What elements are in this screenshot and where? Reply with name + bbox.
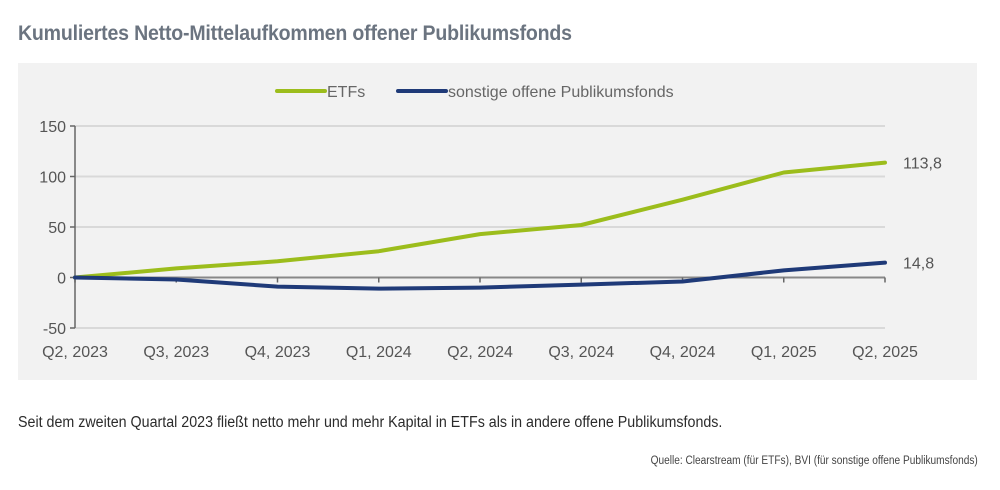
- x-tick-label: Q3, 2023: [143, 344, 209, 361]
- series-lines: [73, 160, 887, 291]
- source-note: Quelle: Clearstream (für ETFs), BVI (für…: [650, 455, 978, 467]
- y-tick-label: -50: [43, 321, 66, 338]
- chart-caption: Seit dem zweiten Quartal 2023 fließt net…: [18, 414, 723, 431]
- x-tick-label: Q3, 2024: [548, 344, 614, 361]
- x-tick-label: Q4, 2023: [245, 344, 311, 361]
- x-tick-label: Q2, 2025: [852, 344, 918, 361]
- x-tick-label: Q4, 2024: [650, 344, 716, 361]
- x-tick-label: Q2, 2023: [42, 344, 108, 361]
- legend-label: ETFs: [327, 84, 365, 101]
- end-labels: 113,8 14,8: [903, 156, 942, 273]
- x-tick-label: Q2, 2024: [447, 344, 513, 361]
- chart-title: Kumuliertes Netto-Mittelaufkommen offene…: [18, 22, 572, 45]
- gridlines: [75, 125, 885, 329]
- legend: ETFs sonstige offene Publikumsfonds: [275, 84, 674, 101]
- legend-label: sonstige offene Publikumsfonds: [448, 84, 674, 101]
- y-axis: -50 0 50 100 150: [39, 119, 76, 338]
- x-tick-label: Q1, 2025: [751, 344, 817, 361]
- end-value-label: 113,8: [903, 156, 942, 173]
- end-value-label: 14,8: [903, 256, 934, 273]
- series-line-etfs: [73, 160, 887, 280]
- y-tick-label: 100: [39, 170, 66, 187]
- x-axis: Q2, 2023 Q3, 2023 Q4, 2023 Q1, 2024 Q2, 2024…: [42, 276, 918, 361]
- y-tick-label: 50: [48, 220, 66, 237]
- x-tick-label: Q1, 2024: [346, 344, 412, 361]
- y-tick-label: 150: [39, 119, 66, 136]
- y-tick-label: 0: [57, 271, 66, 288]
